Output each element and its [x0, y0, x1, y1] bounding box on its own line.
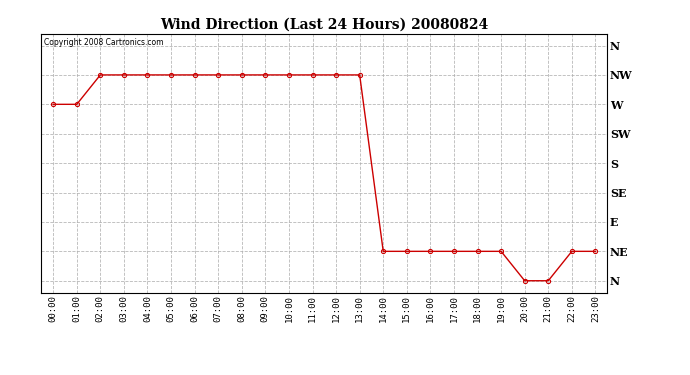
Title: Wind Direction (Last 24 Hours) 20080824: Wind Direction (Last 24 Hours) 20080824 — [160, 17, 489, 31]
Text: Copyright 2008 Cartronics.com: Copyright 2008 Cartronics.com — [44, 38, 164, 46]
